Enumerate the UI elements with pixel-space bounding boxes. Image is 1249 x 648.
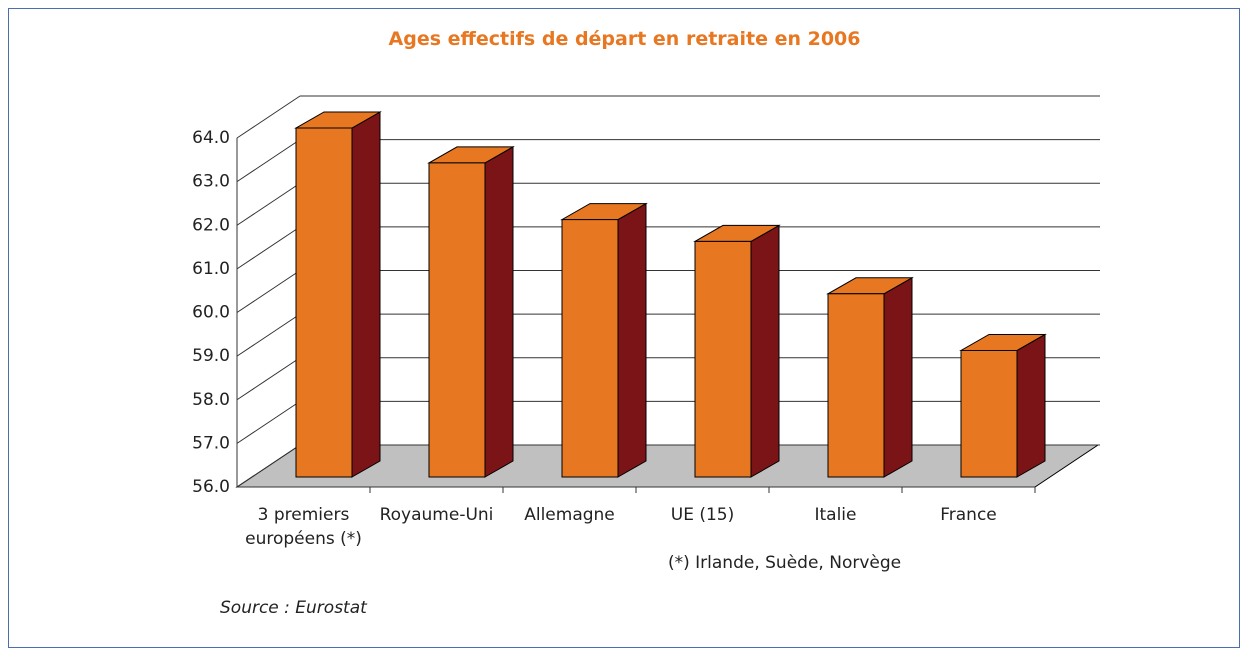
note: (*) Irlande, Suède, Norvège — [668, 553, 902, 573]
bar — [428, 162, 486, 478]
y-tick-label: 56.0 — [192, 477, 230, 497]
bar — [561, 219, 619, 478]
bar-side — [1016, 333, 1046, 478]
y-tick-label: 59.0 — [192, 346, 230, 366]
bar-side — [883, 276, 913, 478]
grid-line — [236, 139, 301, 183]
grid-line — [236, 400, 301, 444]
grid-line — [236, 444, 301, 488]
bar — [960, 349, 1018, 478]
y-tick-label: 62.0 — [192, 215, 230, 235]
x-tick-label: Italie — [814, 505, 857, 525]
bar-side — [617, 202, 647, 478]
y-tick-label: 58.0 — [192, 390, 230, 410]
bar — [694, 240, 752, 478]
bar-side — [484, 146, 514, 478]
grid-line — [236, 226, 301, 270]
x-tick-label: Allemagne — [524, 505, 615, 525]
y-tick-label: 63.0 — [192, 172, 230, 192]
grid-line — [236, 270, 301, 313]
page: {"chart_data": {"type": "bar3d", "title"… — [8, 8, 1240, 648]
y-tick-label: 61.0 — [192, 259, 230, 279]
grid-line — [236, 95, 301, 139]
x-tick-label: France — [940, 505, 997, 525]
bar — [827, 293, 885, 478]
grid-line — [236, 357, 301, 401]
x-tick-label: Royaume-Uni — [379, 505, 494, 525]
bar — [295, 127, 353, 478]
x-tick-label: 3 premiers européens (*) — [245, 505, 362, 549]
chart-title: Ages effectifs de départ en retraite en … — [388, 28, 861, 50]
source: Source : Eurostat — [220, 598, 367, 618]
bar-side — [351, 111, 381, 478]
grid-line — [236, 313, 301, 357]
y-tick-label: 57.0 — [192, 433, 230, 453]
chart: 56.0 57.0 58.0 59.0 60.0 61.0 62.0 63.0 64.0 — [192, 95, 1100, 497]
x-tick-label: UE (15) — [670, 505, 735, 525]
y-tick-label: 60.0 — [192, 303, 230, 323]
y-tick-label: 64.0 — [192, 128, 230, 148]
bar-side — [750, 224, 780, 478]
grid-line — [236, 182, 301, 226]
